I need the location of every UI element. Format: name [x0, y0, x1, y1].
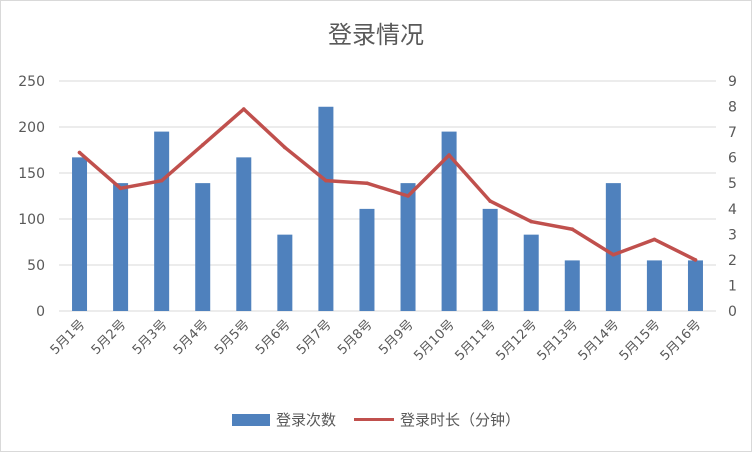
legend-bar-label: 登录次数	[275, 411, 336, 429]
x-tick-label: 5月4号	[171, 317, 212, 358]
x-tick-label: 5月16号	[658, 317, 705, 364]
legend-line-label: 登录时长（分钟）	[400, 411, 521, 429]
line-point	[406, 194, 410, 198]
legend-bar-swatch	[231, 413, 270, 426]
x-tick-label: 5月12号	[493, 317, 540, 364]
y-right-tick-label: 2	[728, 253, 737, 269]
y-right-tick-label: 1	[728, 278, 737, 294]
x-tick-label: 5月1号	[48, 317, 89, 358]
y-left-tick-label: 50	[27, 258, 45, 274]
x-tick-label: 5月15号	[617, 317, 664, 364]
bar	[687, 260, 703, 311]
x-tick-label: 5月3号	[130, 317, 171, 358]
y-right-tick-label: 8	[728, 100, 737, 116]
line-point	[652, 237, 657, 242]
line-point	[693, 258, 698, 262]
bar	[236, 157, 252, 311]
x-tick-label: 5月6号	[253, 317, 294, 358]
line-point	[447, 153, 451, 157]
bar	[646, 260, 662, 311]
line-point	[611, 252, 616, 257]
legend-line-swatch	[354, 418, 394, 421]
y-right-tick-label: 0	[728, 304, 737, 320]
line-point	[488, 199, 492, 203]
legend-item-bar[interactable]: 登录次数	[231, 409, 336, 430]
x-tick-label: 5月8号	[335, 317, 376, 358]
bar	[605, 183, 621, 311]
x-tick-label: 5月13号	[535, 317, 582, 364]
series-line	[77, 107, 698, 262]
line-point	[324, 178, 328, 183]
bar	[318, 106, 334, 311]
line-point	[529, 219, 534, 224]
y-left-tick-label: 250	[18, 74, 45, 90]
y-right-tick-label: 4	[728, 202, 737, 218]
y-right-tick-label: 6	[728, 151, 737, 167]
bar	[400, 183, 416, 311]
x-tick-label: 5月5号	[212, 317, 253, 358]
y-right-tick-label: 9	[728, 74, 737, 90]
bar	[277, 234, 293, 311]
bar	[523, 234, 539, 311]
legend-item-line[interactable]: 登录时长（分钟）	[354, 409, 520, 430]
chart-title: 登录情况	[328, 21, 424, 49]
line-point	[118, 186, 123, 191]
combo-chart: 0 50 100 150 200 250 0 1 2 3 4 5 6 7 8 9 5月1号 5月2号 5月3号 5月4…	[18, 74, 737, 364]
line-point	[365, 181, 369, 186]
line-point	[283, 145, 287, 150]
y-right-tick-label: 3	[728, 227, 737, 243]
bar	[359, 208, 375, 311]
x-tick-label: 5月14号	[576, 317, 623, 364]
bar	[154, 131, 170, 311]
line-point	[159, 178, 164, 183]
bar	[564, 260, 580, 311]
y-right-tick-label: 5	[728, 176, 737, 192]
y-left-tick-label: 100	[18, 212, 45, 228]
x-tick-label: 5月2号	[89, 317, 130, 358]
x-tick-label: 5月9号	[376, 317, 417, 358]
y-left-tick-label: 0	[36, 304, 45, 320]
line-point	[570, 227, 575, 232]
bar	[482, 208, 498, 311]
y-left-tick-label: 200	[18, 120, 45, 136]
x-tick-label: 5月10号	[411, 317, 458, 364]
line-point	[241, 107, 246, 111]
line-point	[77, 150, 82, 155]
legend: 登录次数 登录时长（分钟）	[1, 409, 751, 430]
y-right-tick-label: 7	[728, 125, 737, 141]
bar	[195, 183, 211, 311]
bar	[72, 157, 88, 311]
line-point	[200, 143, 205, 147]
x-tick-label: 5月11号	[452, 317, 499, 364]
bar	[441, 131, 457, 311]
y-left-tick-label: 150	[18, 166, 45, 182]
x-tick-label: 5月7号	[294, 317, 335, 358]
bar	[113, 183, 129, 311]
